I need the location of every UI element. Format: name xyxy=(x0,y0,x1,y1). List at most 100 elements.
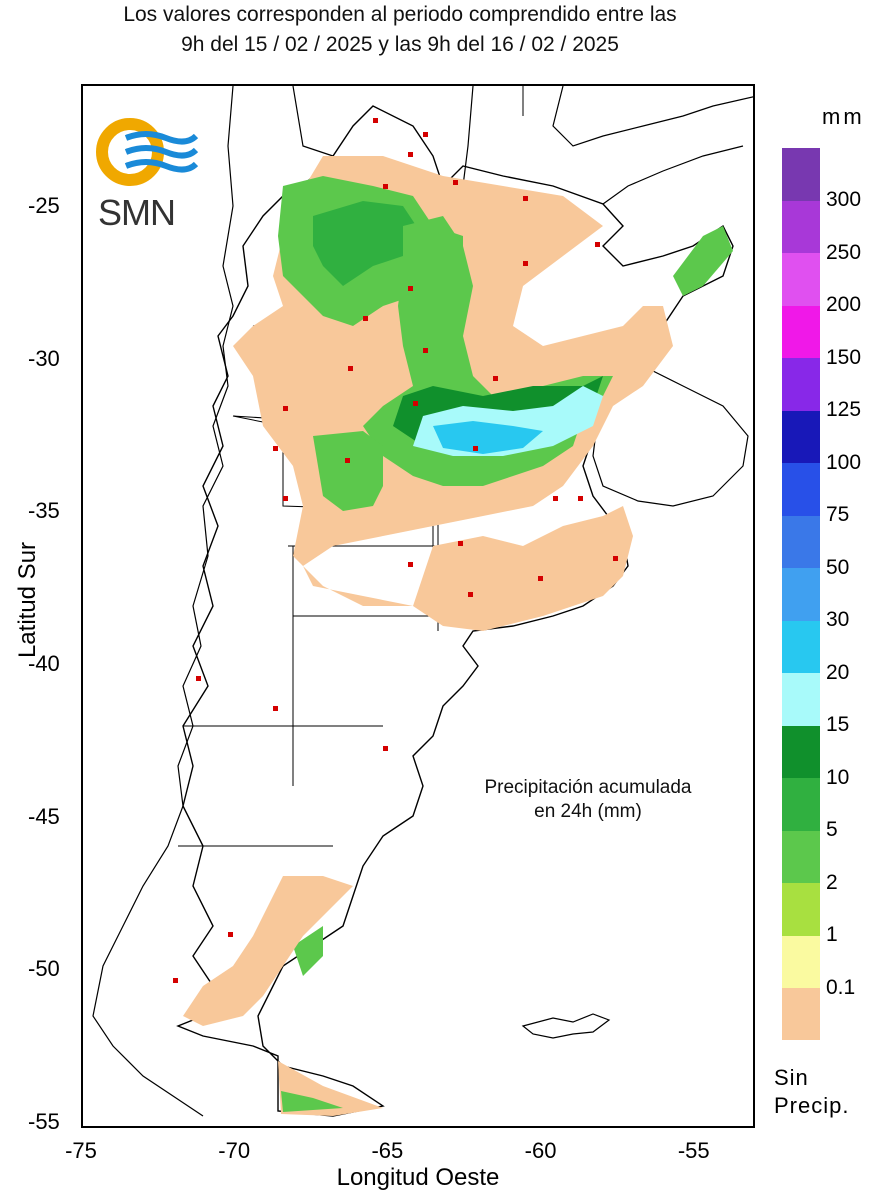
color-scale-swatch xyxy=(782,305,820,359)
color-scale-swatch xyxy=(782,777,820,831)
y-tick-label: -25 xyxy=(28,193,60,219)
color-scale-swatch xyxy=(782,672,820,726)
color-scale-swatch xyxy=(782,252,820,306)
north-borders xyxy=(292,86,753,205)
precipitation-shading xyxy=(183,156,733,1116)
station-dot xyxy=(595,242,600,247)
station-dot xyxy=(468,592,473,597)
color-scale-swatch xyxy=(782,935,820,989)
chile-border xyxy=(92,86,234,1117)
x-tick-label: -55 xyxy=(677,1138,710,1163)
y-tick-label: -35 xyxy=(28,498,60,524)
station-dot xyxy=(613,556,618,561)
station-dot xyxy=(283,496,288,501)
color-scale-label: 200 xyxy=(826,293,862,317)
color-scale-label: 75 xyxy=(826,503,850,527)
station-dot xyxy=(373,118,378,123)
y-tick-label: -50 xyxy=(28,956,60,982)
shade-darkgreen-north xyxy=(313,201,423,286)
annotation-line-1: Precipitación acumulada xyxy=(484,777,692,798)
station-dot xyxy=(523,261,528,266)
color-scale-label: 150 xyxy=(826,345,862,369)
color-scale-swatch xyxy=(782,357,820,411)
argentina-outline xyxy=(176,105,734,1117)
falkland-islands xyxy=(521,1013,611,1039)
station-dot xyxy=(578,496,583,501)
station-dot xyxy=(273,706,278,711)
color-scale-swatch xyxy=(782,515,820,569)
station-dot xyxy=(383,746,388,751)
station-dot xyxy=(458,541,463,546)
station-dot xyxy=(228,932,233,937)
y-tick-label: -45 xyxy=(28,803,60,829)
shade-sin-precip-south xyxy=(183,876,353,1026)
color-scale-label: 50 xyxy=(826,555,850,579)
shade-green-tdf xyxy=(281,1091,343,1112)
color-scale-swatch xyxy=(782,620,820,674)
station-dot xyxy=(493,376,498,381)
x-tick-label: -75 xyxy=(65,1138,97,1163)
station-dot xyxy=(363,316,368,321)
y-tick-label: -30 xyxy=(28,345,60,371)
color-scale-label: 15 xyxy=(826,713,850,737)
smn-sun-waves-logo xyxy=(96,118,199,186)
header-line-1: Los valores corresponden al periodo comp… xyxy=(123,3,677,26)
station-dot xyxy=(453,180,458,185)
color-scale-label: 125 xyxy=(826,398,862,422)
color-scale-label: 2 xyxy=(826,870,838,894)
legend-no-precip-line-1: Sin xyxy=(774,1065,809,1090)
precipitation-map xyxy=(81,84,755,1128)
color-scale-label: 300 xyxy=(826,188,862,212)
color-scale-swatch xyxy=(782,200,820,254)
y-axis-label: Latitud Sur xyxy=(14,541,41,659)
station-markers xyxy=(173,118,618,983)
x-tick-label: -60 xyxy=(524,1138,557,1163)
legend-unit: mm xyxy=(822,104,865,129)
color-scale-swatch xyxy=(782,987,820,1041)
station-dot xyxy=(408,152,413,157)
color-scale-swatch xyxy=(782,567,820,621)
station-dot xyxy=(283,406,288,411)
station-dot xyxy=(408,286,413,291)
logo-wave-1 xyxy=(124,131,199,145)
y-tick-label: -55 xyxy=(28,1108,60,1134)
color-scale-swatch xyxy=(782,725,820,779)
uruguay-outline xyxy=(592,365,749,507)
station-dot xyxy=(538,576,543,581)
station-dot xyxy=(348,366,353,371)
station-dot xyxy=(273,446,278,451)
x-tick-label: -65 xyxy=(371,1138,404,1163)
x-axis-label: Longitud Oeste xyxy=(336,1164,500,1191)
x-tick-label: -70 xyxy=(218,1138,251,1163)
color-scale-label: 100 xyxy=(826,450,862,474)
station-dot xyxy=(173,978,178,983)
color-scale-label: 10 xyxy=(826,765,850,789)
color-scale-label: 30 xyxy=(826,608,850,632)
y-tick-label: -40 xyxy=(28,651,60,676)
station-dot xyxy=(473,446,478,451)
station-dot xyxy=(423,348,428,353)
shade-blue-center xyxy=(433,421,543,454)
station-dot xyxy=(345,458,350,463)
map-annotation: Precipitación acumulada en 24h (mm) xyxy=(448,776,728,824)
station-dot xyxy=(523,196,528,201)
station-dot xyxy=(196,676,201,681)
legend-no-precip-line-2: Precip. xyxy=(774,1093,850,1118)
station-dot xyxy=(553,496,558,501)
shade-green-south xyxy=(293,926,323,976)
shade-green-west xyxy=(313,431,383,511)
color-scale-swatch xyxy=(782,410,820,464)
annotation-line-2: en 24h (mm) xyxy=(534,801,642,822)
color-scale-label: 20 xyxy=(826,660,850,684)
color-scale-label: 0.1 xyxy=(826,975,856,999)
station-dot xyxy=(413,401,418,406)
color-scale-swatch xyxy=(782,148,820,201)
map-header: Los valores corresponden al periodo comp… xyxy=(0,0,800,60)
color-scale-swatch xyxy=(782,462,820,516)
logo-wave-2 xyxy=(124,145,199,159)
color-scale-label: 1 xyxy=(826,923,838,947)
color-scale-swatch xyxy=(782,882,820,936)
color-scale-label: 5 xyxy=(826,818,838,842)
station-dot xyxy=(408,562,413,567)
shade-green-ne xyxy=(673,226,733,296)
